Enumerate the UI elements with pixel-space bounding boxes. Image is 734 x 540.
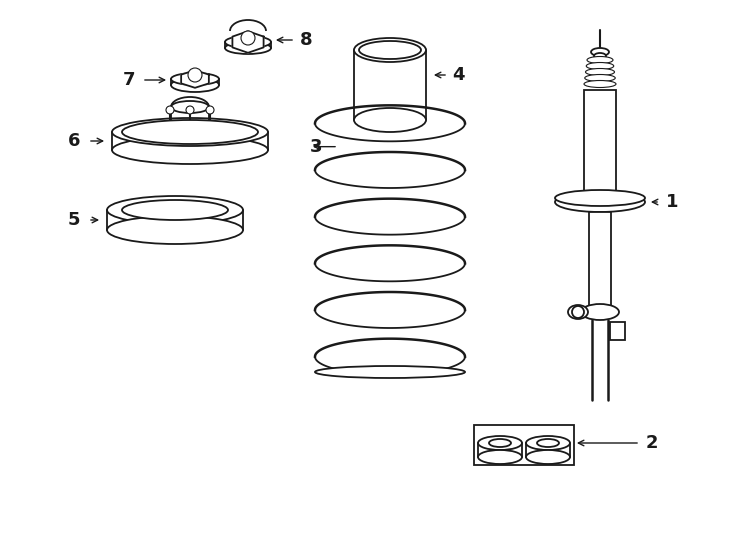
Ellipse shape — [586, 63, 614, 70]
Ellipse shape — [586, 69, 614, 76]
Ellipse shape — [555, 190, 645, 206]
Ellipse shape — [537, 439, 559, 447]
Ellipse shape — [171, 73, 219, 85]
Polygon shape — [181, 70, 209, 88]
Ellipse shape — [359, 41, 421, 59]
Ellipse shape — [225, 42, 271, 54]
Ellipse shape — [526, 450, 570, 464]
Ellipse shape — [587, 57, 613, 64]
Ellipse shape — [107, 216, 243, 244]
Ellipse shape — [171, 101, 209, 113]
Ellipse shape — [315, 366, 465, 378]
Text: 1: 1 — [666, 193, 678, 211]
Ellipse shape — [171, 78, 219, 92]
Ellipse shape — [478, 450, 522, 464]
Text: 3: 3 — [310, 138, 322, 156]
Text: 8: 8 — [300, 31, 313, 49]
Circle shape — [241, 31, 255, 45]
Bar — [474, 425, 574, 465]
Ellipse shape — [489, 439, 511, 447]
Ellipse shape — [122, 200, 228, 220]
Ellipse shape — [354, 108, 426, 132]
Text: 6: 6 — [68, 132, 80, 150]
Ellipse shape — [555, 192, 645, 212]
Bar — [584, 90, 616, 200]
Circle shape — [572, 306, 584, 318]
Ellipse shape — [591, 48, 609, 56]
Ellipse shape — [584, 80, 616, 87]
Circle shape — [166, 106, 174, 114]
Ellipse shape — [478, 436, 522, 450]
Circle shape — [186, 106, 194, 114]
Ellipse shape — [568, 305, 588, 319]
Ellipse shape — [354, 38, 426, 62]
Bar — [610, 322, 625, 340]
Ellipse shape — [581, 304, 619, 320]
Ellipse shape — [112, 136, 268, 164]
Text: 7: 7 — [123, 71, 135, 89]
Polygon shape — [233, 31, 264, 53]
Circle shape — [188, 68, 202, 82]
Ellipse shape — [225, 36, 271, 48]
Ellipse shape — [122, 120, 258, 144]
Text: 2: 2 — [646, 434, 658, 452]
Ellipse shape — [112, 118, 268, 146]
Ellipse shape — [526, 436, 570, 450]
Ellipse shape — [594, 53, 606, 59]
Circle shape — [206, 106, 214, 114]
Text: 5: 5 — [68, 211, 80, 229]
Ellipse shape — [585, 75, 615, 82]
Text: 4: 4 — [452, 66, 465, 84]
Bar — [589, 212, 611, 310]
Ellipse shape — [107, 196, 243, 224]
